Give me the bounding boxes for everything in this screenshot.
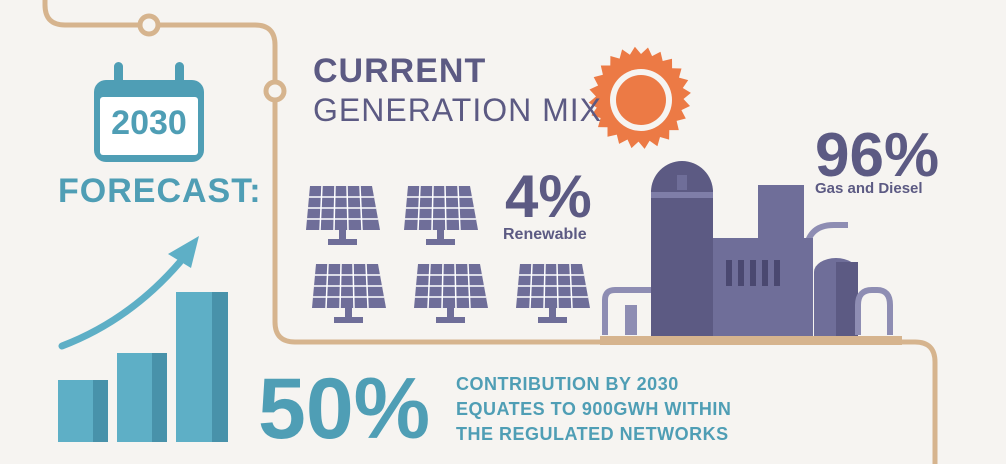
forecast-percent: 50% (258, 361, 431, 457)
section-title-generation-mix: GENERATION MIX (313, 92, 602, 128)
growth-arrow-icon (58, 236, 199, 350)
renewable-percent: 4% (505, 163, 592, 230)
forecast-description-line: EQUATES TO 900GWH WITHIN (456, 399, 732, 419)
solar-panel-icon (515, 263, 591, 324)
solar-panel-icon (311, 263, 387, 324)
power-plant-icon (600, 161, 902, 345)
forecast-heading: FORECAST: (58, 172, 262, 210)
connector-line (42, 0, 938, 464)
connector-node (137, 13, 161, 37)
solar-panel-icon (305, 185, 381, 246)
sun-icon (588, 46, 691, 149)
renewable-label: Renewable (503, 226, 587, 243)
gas-diesel-percent: 96% (815, 121, 940, 190)
gas-diesel-label: Gas and Diesel (815, 180, 923, 197)
calendar-icon (94, 62, 204, 162)
section-title-current: CURRENT (313, 52, 487, 90)
forecast-description-line: THE REGULATED NETWORKS (456, 424, 729, 444)
connector-node (263, 79, 287, 103)
solar-panel-icon (413, 263, 489, 324)
solar-panel-icon (403, 185, 479, 246)
calendar-year: 2030 (111, 104, 187, 142)
forecast-description-line: CONTRIBUTION BY 2030 (456, 374, 679, 394)
bar-chart-icon (58, 292, 228, 442)
